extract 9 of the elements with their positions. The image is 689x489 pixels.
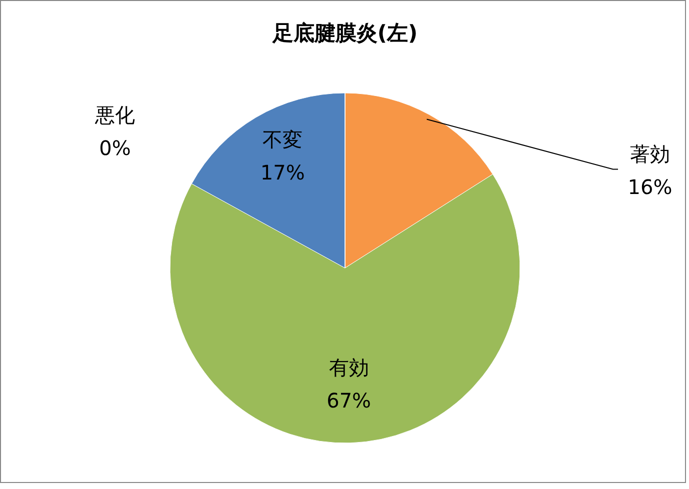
slice-label: 著効 [630,142,670,166]
slice-label: 有効 [328,355,369,380]
data-label: 17% [260,160,305,185]
data-label: 67% [326,388,372,412]
slice-label: 不変 [262,128,303,152]
text: 0% [99,136,131,160]
data-label: 16% [628,175,672,200]
category-label: 悪化 [95,103,135,127]
chart-title: 足底腱膜炎(左) [271,21,418,45]
